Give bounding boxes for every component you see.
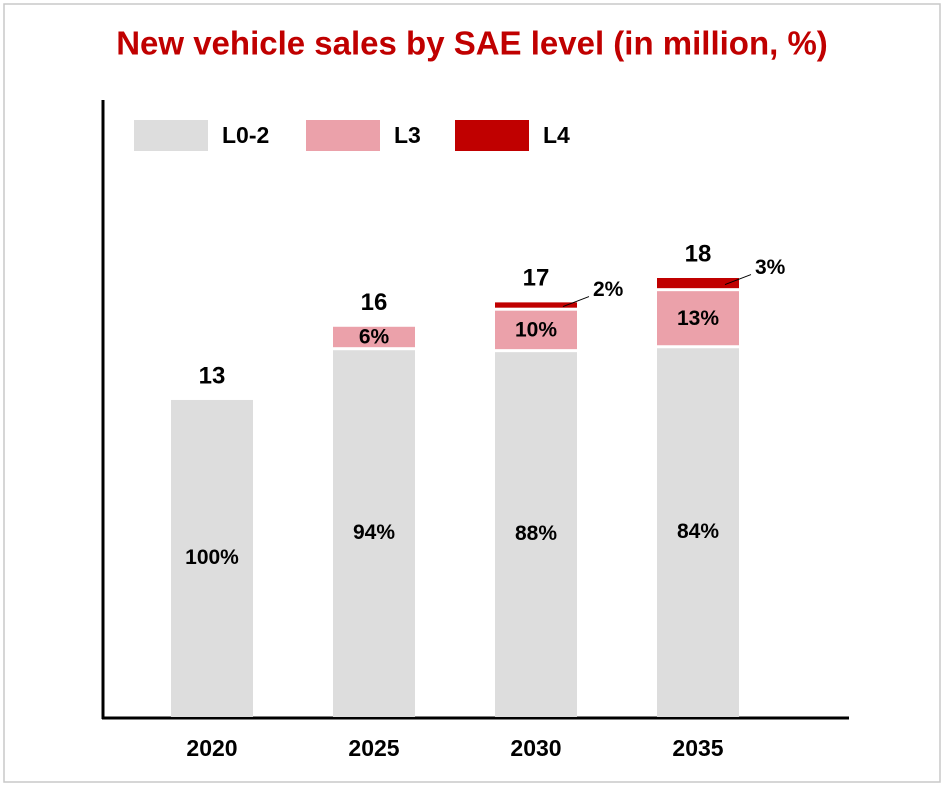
legend-label: L4 bbox=[543, 122, 570, 148]
legend-swatch bbox=[455, 120, 529, 151]
x-tick-label: 2035 bbox=[672, 735, 723, 761]
leader-line bbox=[724, 274, 752, 286]
bar-segment bbox=[495, 302, 577, 308]
value-label: 2% bbox=[593, 278, 624, 301]
legend-label: L0-2 bbox=[222, 122, 269, 148]
bar-segment bbox=[495, 352, 577, 717]
leader-line bbox=[562, 296, 590, 308]
chart-title: New vehicle sales by SAE level (in milli… bbox=[116, 25, 828, 62]
total-label: 16 bbox=[361, 289, 388, 316]
bar-segment bbox=[171, 399, 253, 717]
legend-swatch bbox=[134, 120, 208, 151]
total-label: 18 bbox=[685, 240, 712, 267]
value-label: 6% bbox=[359, 326, 390, 349]
x-tick-label: 2020 bbox=[186, 735, 237, 761]
bar-segment bbox=[657, 291, 739, 346]
bar-segment bbox=[495, 310, 577, 350]
total-label: 13 bbox=[199, 362, 226, 389]
value-label: 13% bbox=[677, 307, 719, 330]
total-label: 17 bbox=[523, 265, 550, 292]
x-tick-label: 2030 bbox=[510, 735, 561, 761]
bar-segment bbox=[657, 348, 739, 717]
value-label: 84% bbox=[677, 520, 719, 543]
bar-segment bbox=[657, 278, 739, 289]
value-label: 100% bbox=[185, 546, 239, 569]
legend-swatch bbox=[306, 120, 380, 151]
bar-segment bbox=[333, 326, 415, 348]
bar-segment bbox=[333, 350, 415, 717]
value-label: 10% bbox=[515, 318, 557, 341]
value-label: 94% bbox=[353, 521, 395, 544]
value-label: 88% bbox=[515, 522, 557, 545]
legend-label: L3 bbox=[394, 122, 421, 148]
value-label: 3% bbox=[755, 256, 786, 279]
x-tick-label: 2025 bbox=[348, 735, 399, 761]
